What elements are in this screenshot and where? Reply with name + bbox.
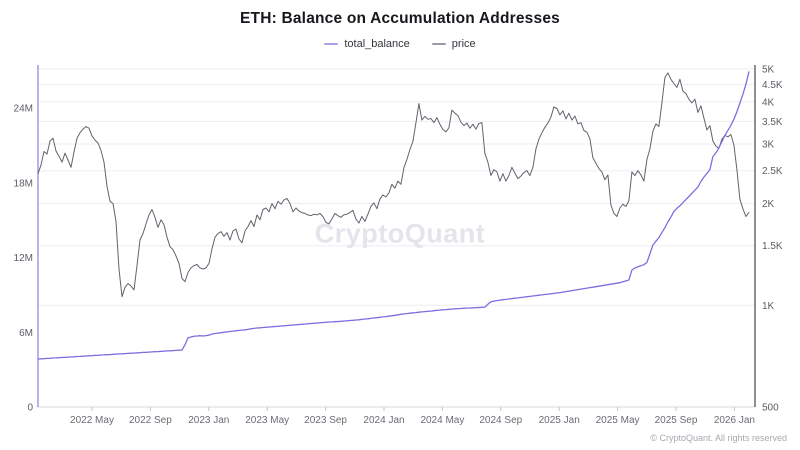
y-right-axis-label: 4K [762, 97, 775, 108]
y-left-axis-label: 0 [27, 403, 33, 414]
x-axis-label: 2024 May [420, 415, 464, 426]
x-axis-label: 2023 Jan [188, 415, 229, 426]
y-right-axis-label: 1K [762, 301, 775, 312]
copyright-attribution: © CryptoQuant. All rights reserved [650, 433, 787, 443]
x-axis-label: 2023 Sep [304, 415, 347, 426]
legend-swatch-total-balance-icon [324, 43, 339, 45]
legend-item-price[interactable]: price [431, 38, 476, 50]
x-axis-label: 2026 Jan [714, 415, 755, 426]
y-right-axis-label: 4.5K [762, 80, 783, 91]
x-axis-label: 2025 Sep [655, 415, 698, 426]
y-right-axis-label: 1.5K [762, 241, 783, 252]
y-left-axis-label: 6M [19, 328, 33, 339]
legend-label-total-balance: total_balance [344, 38, 410, 50]
x-axis-label: 2025 May [596, 415, 640, 426]
legend-label-price: price [451, 38, 476, 50]
x-axis-label: 2022 May [70, 415, 114, 426]
x-axis-label: 2023 May [245, 415, 289, 426]
legend-item-total-balance[interactable]: total_balance [324, 38, 410, 50]
y-left-axis-label: 24M [14, 104, 33, 115]
chart-title: ETH: Balance on Accumulation Addresses [240, 10, 560, 27]
y-right-axis-label: 3K [762, 140, 775, 151]
y-right-axis-label: 2K [762, 199, 775, 210]
legend-swatch-price-icon [431, 43, 446, 45]
x-axis-label: 2024 Jan [363, 415, 404, 426]
chart-legend: total_balance price [0, 38, 800, 50]
total-balance-series-line [37, 71, 750, 360]
x-axis-label: 2025 Jan [539, 415, 580, 426]
y-right-axis-label: 3.5K [762, 117, 783, 128]
y-right-axis-label: 500 [762, 403, 779, 414]
y-left-axis-label: 12M [14, 253, 33, 264]
price-series-line [37, 72, 750, 298]
x-axis-label: 2024 Sep [479, 415, 522, 426]
x-axis-label: 2022 Sep [129, 415, 172, 426]
y-right-axis-label: 5K [762, 65, 775, 76]
y-left-axis-label: 18M [14, 178, 33, 189]
y-right-axis-label: 2.5K [762, 166, 783, 177]
